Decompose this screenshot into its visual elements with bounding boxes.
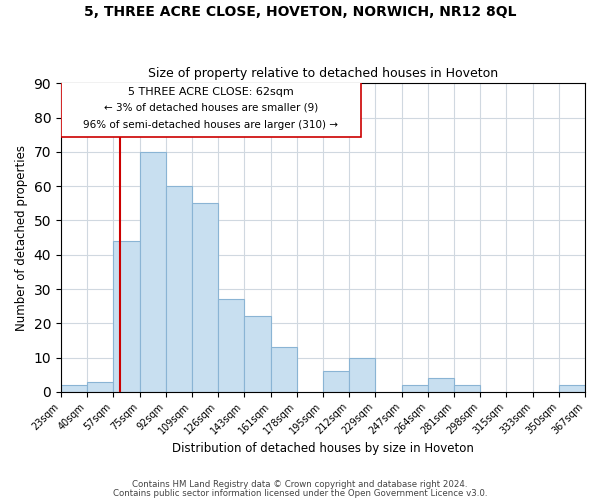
Y-axis label: Number of detached properties: Number of detached properties — [15, 144, 28, 330]
Text: ← 3% of detached houses are smaller (9): ← 3% of detached houses are smaller (9) — [104, 102, 318, 113]
Bar — [61, 385, 87, 392]
Title: Size of property relative to detached houses in Hoveton: Size of property relative to detached ho… — [148, 66, 498, 80]
FancyBboxPatch shape — [61, 82, 361, 136]
Bar — [428, 378, 454, 392]
Bar — [218, 300, 244, 392]
Bar — [166, 186, 192, 392]
Text: 5, THREE ACRE CLOSE, HOVETON, NORWICH, NR12 8QL: 5, THREE ACRE CLOSE, HOVETON, NORWICH, N… — [84, 5, 516, 19]
Bar — [87, 382, 113, 392]
Text: 96% of semi-detached houses are larger (310) →: 96% of semi-detached houses are larger (… — [83, 120, 338, 130]
Bar — [140, 152, 166, 392]
Bar — [349, 358, 375, 392]
Text: Contains public sector information licensed under the Open Government Licence v3: Contains public sector information licen… — [113, 489, 487, 498]
Text: 5 THREE ACRE CLOSE: 62sqm: 5 THREE ACRE CLOSE: 62sqm — [128, 87, 294, 97]
Bar — [113, 241, 140, 392]
X-axis label: Distribution of detached houses by size in Hoveton: Distribution of detached houses by size … — [172, 442, 474, 455]
Bar — [559, 385, 585, 392]
Bar — [192, 204, 218, 392]
Bar — [402, 385, 428, 392]
Bar — [454, 385, 480, 392]
Text: Contains HM Land Registry data © Crown copyright and database right 2024.: Contains HM Land Registry data © Crown c… — [132, 480, 468, 489]
Bar — [323, 372, 349, 392]
Bar — [271, 348, 297, 392]
Bar — [244, 316, 271, 392]
